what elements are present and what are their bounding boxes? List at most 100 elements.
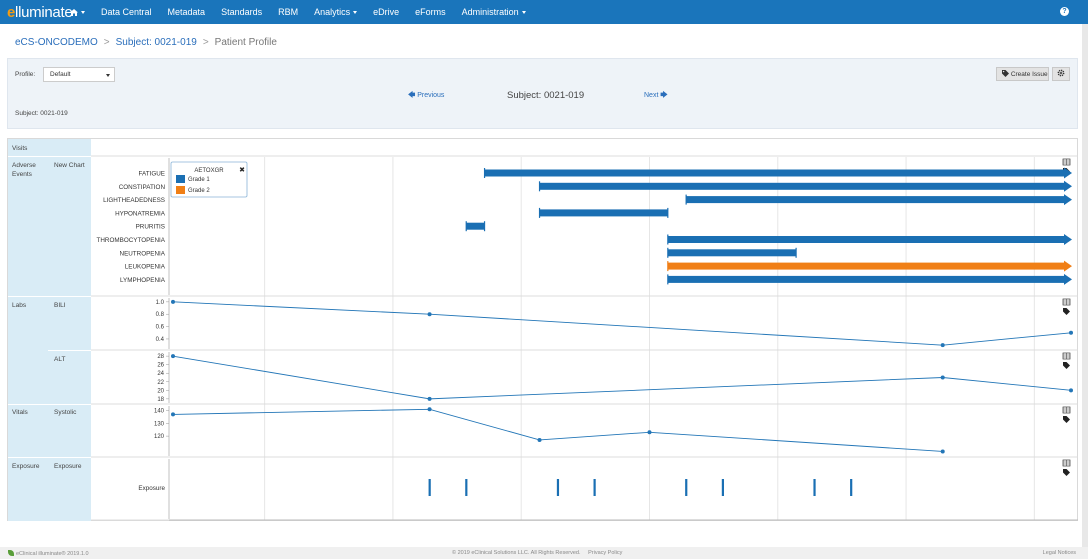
row-divider xyxy=(48,350,91,351)
series-line xyxy=(172,408,943,452)
y-tick-label: 24 xyxy=(157,371,164,377)
row-header-column: Visits Adverse Events New Chart Labs BIL… xyxy=(8,139,91,521)
subject-title: Subject: 0021-019 xyxy=(507,90,585,101)
breadcrumb: eCS-ONCODEMO > Subject: 0021-019 > Patient P… xyxy=(15,37,277,48)
arrow-right-icon: 🡆 xyxy=(660,92,668,99)
data-point xyxy=(427,407,432,412)
ae-ongoing-arrow xyxy=(1064,273,1072,285)
y-tick-label: 0.8 xyxy=(156,312,165,318)
eclinical-logo-icon xyxy=(8,550,14,556)
ae-label: FATIGUE xyxy=(139,171,165,178)
ae-label: NEUTROPENIA xyxy=(120,250,166,257)
row-label-visits: Visits xyxy=(12,145,28,152)
exposure-mark xyxy=(428,479,431,496)
settings-button[interactable] xyxy=(1052,67,1070,81)
footer-copyright: © 2019 eClinical Solutions LLC. All Righ… xyxy=(452,550,622,556)
ae-legend-title: AETOXGR xyxy=(194,168,224,174)
row-label-events: Events xyxy=(12,171,32,178)
ae-ongoing-arrow xyxy=(1064,234,1072,245)
tag-icon xyxy=(1002,70,1009,77)
nav-edrive[interactable]: eDrive xyxy=(373,7,400,17)
ae-legend-box xyxy=(170,161,248,198)
ae-bar xyxy=(667,249,797,257)
y-tick-label: 0.4 xyxy=(156,337,165,343)
home-icon xyxy=(70,8,78,16)
next-link[interactable]: Next 🡆 xyxy=(644,91,668,102)
breadcrumb-subject[interactable]: Subject: 0021-019 xyxy=(115,37,197,48)
privacy-policy-link[interactable]: Privacy Policy xyxy=(588,550,623,556)
row-divider xyxy=(8,156,91,157)
exposure-axis-label: Exposure xyxy=(138,485,165,492)
row-label-exposure: Exposure xyxy=(54,463,82,470)
subject-label: Subject: 0021-019 xyxy=(15,110,68,117)
page-scrollbar[interactable] xyxy=(1082,24,1088,547)
breadcrumb-separator: > xyxy=(103,37,110,48)
data-point xyxy=(1069,330,1073,335)
ae-ongoing-arrow xyxy=(1064,167,1072,179)
nav-metadata[interactable]: Metadata xyxy=(167,7,206,17)
y-tick-label: 140 xyxy=(154,409,165,415)
y-tick-label: 1.0 xyxy=(156,300,165,306)
ae-label: PRURITIS xyxy=(136,224,165,231)
row-divider xyxy=(8,296,91,297)
breadcrumb-current-page: Patient Profile xyxy=(214,37,277,48)
exposure-mark xyxy=(685,479,688,496)
legal-notices-link[interactable]: Legal Notices xyxy=(1042,550,1076,556)
create-issue-button[interactable]: Create Issue xyxy=(996,67,1049,81)
y-tick-label: 22 xyxy=(157,380,164,386)
legend-swatch xyxy=(176,175,185,183)
data-point xyxy=(940,343,945,348)
nav-rbm[interactable]: RBM xyxy=(278,7,299,17)
help-icon[interactable]: ? xyxy=(1060,7,1069,16)
data-point xyxy=(427,312,432,317)
breadcrumb-study[interactable]: eCS-ONCODEMO xyxy=(15,37,98,48)
home-menu[interactable] xyxy=(62,0,93,24)
ae-label: CONSTIPATION xyxy=(119,184,166,191)
row-label-labs: Labs xyxy=(12,302,27,309)
y-tick-label: 26 xyxy=(157,363,164,369)
ae-bar xyxy=(686,196,1065,204)
close-icon: ✖ xyxy=(239,167,245,174)
profile-panel: Profile: Default Create Issue 🡄 Previous… xyxy=(7,58,1078,129)
brand-logo[interactable]: elluminate xyxy=(7,3,73,21)
y-tick-label: 0.6 xyxy=(156,325,165,331)
nav-analytics-label: Analytics xyxy=(314,7,351,17)
row-label-new-chart: New Chart xyxy=(54,162,85,169)
nav-analytics[interactable]: Analytics xyxy=(306,0,365,24)
row-label-exposure-group: Exposure xyxy=(12,463,40,470)
row-label-systolic: Systolic xyxy=(54,409,77,416)
profile-label: Profile: xyxy=(15,71,36,78)
data-point xyxy=(940,375,945,380)
top-navbar: elluminate Data Central Metadata Standar… xyxy=(0,0,1088,24)
ae-bar xyxy=(539,209,668,217)
chevron-down-icon xyxy=(81,10,85,14)
row-label-bili: BILI xyxy=(54,302,66,309)
nav-eforms[interactable]: eForms xyxy=(415,7,446,17)
panel-icons xyxy=(1062,298,1071,315)
nav-data-central[interactable]: Data Central xyxy=(101,7,152,17)
y-tick-label: 120 xyxy=(154,434,165,440)
row-label-adverse: Adverse xyxy=(12,162,36,169)
row-label-alt: ALT xyxy=(54,356,66,363)
exposure-mark xyxy=(556,479,560,496)
ae-bar xyxy=(667,275,1065,283)
tag-icon xyxy=(1063,362,1070,369)
footer: eClinical illuminate® 2019.1.0 © 2019 eC… xyxy=(0,547,1088,559)
footer-copyright-text: © 2019 eClinical Solutions LLC. All Righ… xyxy=(452,550,581,556)
series-line xyxy=(172,355,1072,400)
profile-select[interactable]: Default xyxy=(43,67,115,82)
footer-version: eClinical illuminate® 2019.1.0 xyxy=(16,551,89,557)
exposure-mark xyxy=(593,479,596,496)
ae-label: HYPONATREMIA xyxy=(115,210,166,217)
nav-administration[interactable]: Administration xyxy=(454,0,534,24)
nav-standards[interactable]: Standards xyxy=(221,7,263,17)
data-point xyxy=(647,430,652,435)
footer-left: eClinical illuminate® 2019.1.0 xyxy=(8,550,89,557)
profile-select-value: Default xyxy=(50,71,71,78)
y-tick-label: 18 xyxy=(157,397,164,403)
row-label-vitals: Vitals xyxy=(12,409,28,416)
legend-entry: Grade 1 xyxy=(188,177,210,183)
panel-icons xyxy=(1062,352,1071,369)
previous-link[interactable]: 🡄 Previous xyxy=(408,91,444,102)
tag-icon xyxy=(1063,308,1070,315)
